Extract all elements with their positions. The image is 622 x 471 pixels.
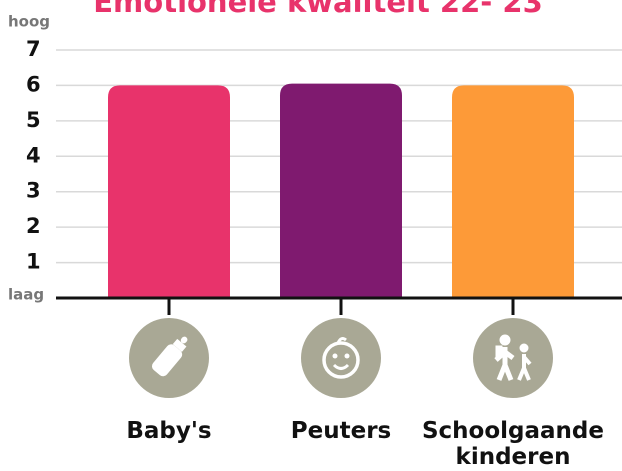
bottle-icon bbox=[151, 336, 188, 377]
icons bbox=[129, 318, 553, 398]
x-tick-label: Peuters bbox=[290, 418, 392, 444]
kids-icon bbox=[494, 334, 532, 381]
y-tick-label: 3 bbox=[26, 179, 41, 203]
x-tick-label: Schoolgaande kinderen bbox=[421, 418, 604, 470]
chart-title: Emotionele kwaliteit 22- 23 bbox=[93, 0, 543, 19]
y-tick-label: 2 bbox=[26, 214, 41, 238]
y-tick-label: 4 bbox=[26, 143, 41, 167]
bar bbox=[280, 83, 402, 299]
annotation: laag bbox=[8, 286, 44, 304]
face-icon bbox=[322, 337, 360, 379]
y-tick-label: 5 bbox=[26, 108, 41, 132]
y-tick-label: 6 bbox=[26, 72, 41, 96]
bar bbox=[108, 85, 230, 298]
bar bbox=[452, 85, 574, 298]
icon-bg bbox=[301, 318, 381, 398]
x-tick-label: Baby's bbox=[126, 418, 212, 444]
annotation: hoog bbox=[8, 13, 50, 31]
y-tick-label: 7 bbox=[26, 37, 41, 61]
y-tick-label: 1 bbox=[26, 250, 41, 274]
